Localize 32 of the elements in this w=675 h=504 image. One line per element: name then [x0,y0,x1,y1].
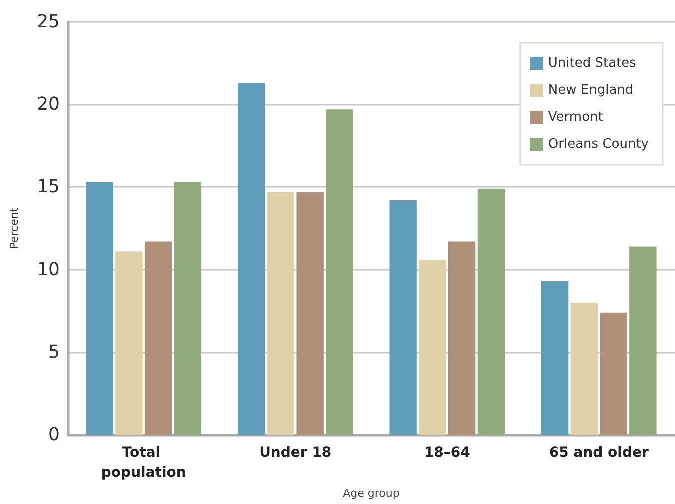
x-tick-label: Total population [101,445,186,482]
bar [174,182,202,436]
y-tick-label: 5 [48,342,60,363]
bar [86,182,114,436]
y-tick-label: 25 [37,12,60,32]
y-tick-label: 15 [37,176,60,198]
x-tick-label: 18–64 [424,445,471,462]
y-axis-title: Percent [8,207,21,250]
bar [238,83,266,436]
bar [267,192,295,436]
bar [390,200,417,436]
y-tick-label: 0 [48,424,60,446]
y-tick-label: 10 [37,259,60,280]
bar [448,242,476,436]
x-tick-label: 65 and older [549,445,649,462]
bar [600,312,628,436]
bar [144,242,172,436]
legend-label: New England [548,83,634,98]
bar [296,192,324,436]
y-tick-label: 20 [37,94,60,116]
x-axis-title: Age group [343,487,400,500]
legend-label: Vermont [548,110,604,125]
bar [326,110,354,436]
bar [116,252,143,436]
bar [419,260,446,436]
legend-label: United States [548,56,637,71]
bar [570,302,598,436]
bar [478,188,506,436]
bar [630,246,657,436]
legend-label: Orleans County [548,137,650,152]
bar [541,281,569,436]
x-tick-label: Under 18 [260,445,332,462]
